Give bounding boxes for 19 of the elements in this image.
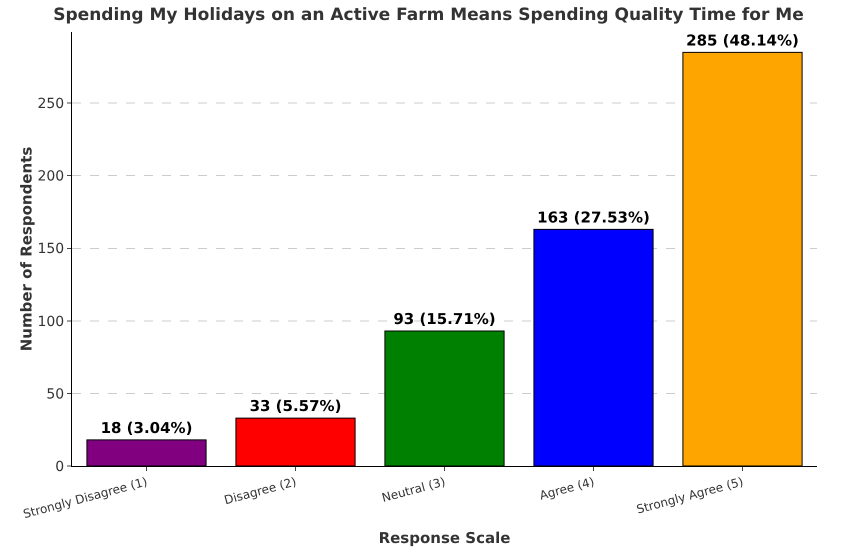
chart-title: Spending My Holidays on an Active Farm Means Spending Quality Time for Me <box>53 5 804 26</box>
y-tick-label: 50 <box>46 386 64 402</box>
data-label: 33 (5.57%) <box>250 397 342 416</box>
x-tick-label: Agree (4) <box>538 474 596 503</box>
data-label: 18 (3.04%) <box>100 418 192 437</box>
y-tick-label: 100 <box>37 314 64 330</box>
y-tick-label: 200 <box>37 168 64 185</box>
y-axis-title: Number of Respondents <box>17 146 36 352</box>
y-tick-label: 150 <box>37 241 64 258</box>
x-tick-label: Strongly Agree (5) <box>635 474 745 517</box>
data-label: 163 (27.53%) <box>537 208 650 226</box>
y-tick-label: 0 <box>55 458 64 475</box>
x-tick-label: Strongly Disagree (1) <box>22 474 149 522</box>
x-axis-title: Response Scale <box>378 529 510 548</box>
data-label: 285 (48.14%) <box>686 31 799 50</box>
x-tick-label: Disagree (2) <box>222 474 298 508</box>
data-label: 93 (15.71%) <box>393 310 496 328</box>
y-tick-label: 250 <box>37 96 64 112</box>
x-tick-label: Neutral (3) <box>380 474 447 505</box>
